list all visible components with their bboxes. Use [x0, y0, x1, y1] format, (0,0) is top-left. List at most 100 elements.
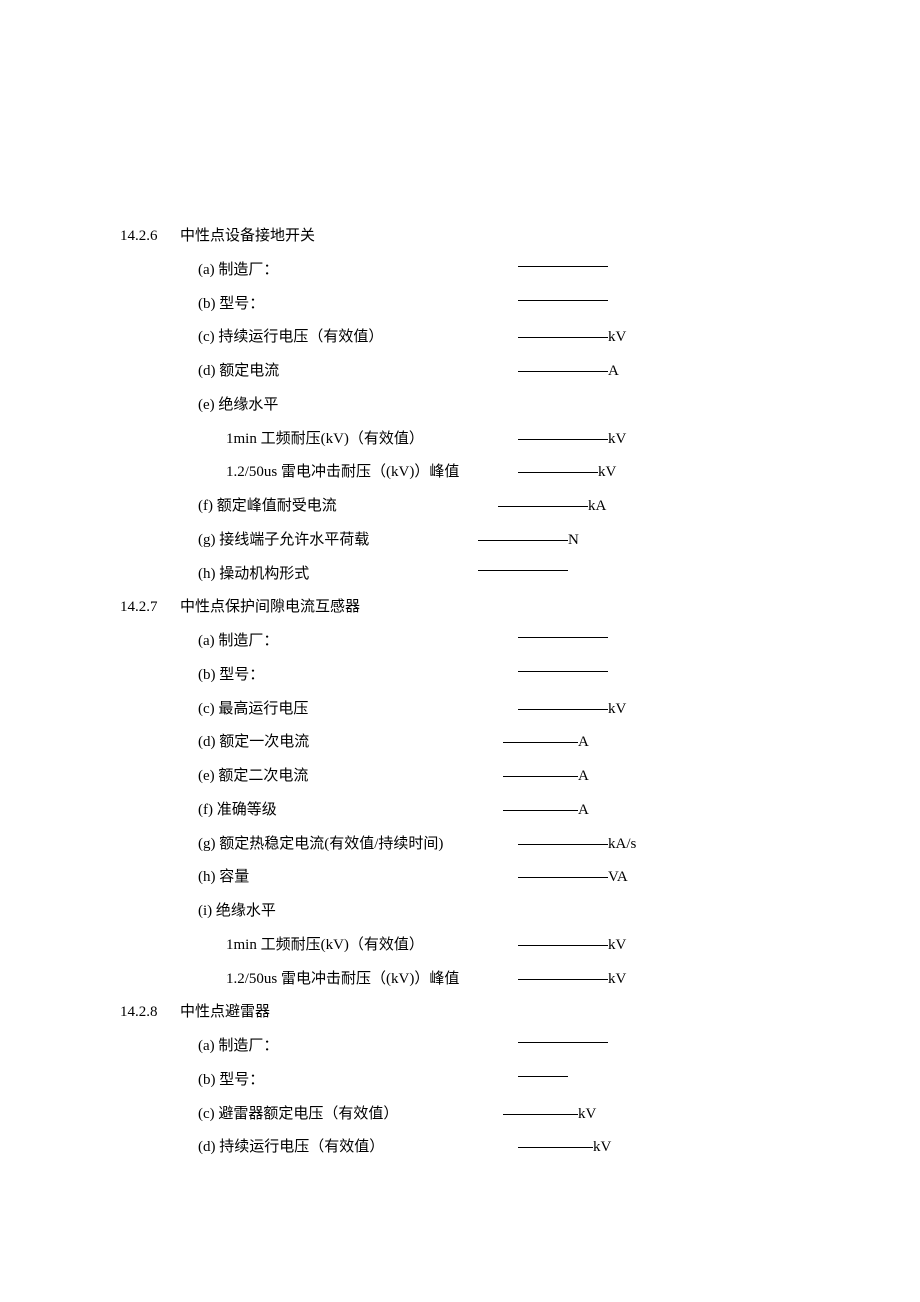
item-label: (a) 制造厂：: [198, 625, 518, 659]
item-value: VA: [518, 861, 628, 895]
section-title: 中性点避雷器: [180, 996, 800, 1030]
item-label: (e) 绝缘水平: [198, 389, 518, 423]
blank-field: [518, 1061, 568, 1077]
sub-item-label: 1.2/50us 雷电冲击耐压（(kV)）峰值: [226, 456, 518, 490]
item-row: (f) 额定峰值耐受电流 kA: [120, 490, 800, 524]
blank-field: [518, 1027, 608, 1043]
section-number: 14.2.7: [120, 591, 180, 625]
item-row: (b) 型号：: [120, 659, 800, 693]
blank-field: [503, 761, 578, 777]
item-value: kA/s: [518, 828, 636, 862]
item-label: (f) 准确等级: [198, 794, 503, 828]
item-label: (c) 持续运行电压（有效值）: [198, 321, 518, 355]
item-value: kV: [518, 456, 616, 490]
item-value: kV: [518, 929, 626, 963]
item-row: (d) 额定一次电流 A: [120, 726, 800, 760]
item-value: kV: [518, 423, 626, 457]
item-row: (b) 型号：: [120, 1064, 800, 1098]
blank-field: [518, 424, 608, 440]
item-label: (e) 额定二次电流: [198, 760, 503, 794]
item-value: kV: [518, 963, 626, 997]
item-value: A: [518, 355, 619, 389]
item-value: [518, 288, 608, 322]
blank-field: [518, 862, 608, 878]
item-value: kV: [518, 693, 626, 727]
section-header: 14.2.7 中性点保护间隙电流互感器: [120, 591, 800, 625]
item-value: [518, 625, 608, 659]
section-number: 14.2.6: [120, 220, 180, 254]
item-row: (c) 避雷器额定电压（有效值） kV: [120, 1098, 800, 1132]
item-row: (e) 额定二次电流 A: [120, 760, 800, 794]
item-value: A: [503, 760, 589, 794]
item-value: kV: [503, 1098, 596, 1132]
blank-field: [478, 555, 568, 571]
item-label: (c) 最高运行电压: [198, 693, 518, 727]
blank-field: [518, 930, 608, 946]
section-number: 14.2.8: [120, 996, 180, 1030]
blank-field: [518, 964, 608, 980]
item-label: (g) 接线端子允许水平荷载: [198, 524, 478, 558]
item-row: (e) 绝缘水平: [120, 389, 800, 423]
item-value: A: [503, 794, 589, 828]
item-value: [518, 254, 608, 288]
item-label: (b) 型号：: [198, 659, 518, 693]
blank-field: [503, 795, 578, 811]
sub-item-label: 1.2/50us 雷电冲击耐压（(kV)）峰值: [226, 963, 518, 997]
item-value: kA: [498, 490, 606, 524]
blank-field: [518, 251, 608, 267]
item-row: (c) 最高运行电压 kV: [120, 693, 800, 727]
sub-item-label: 1min 工频耐压(kV)（有效值）: [226, 423, 518, 457]
item-row: (b) 型号：: [120, 288, 800, 322]
item-value: [518, 659, 608, 693]
section-header: 14.2.6 中性点设备接地开关: [120, 220, 800, 254]
item-row: (a) 制造厂：: [120, 254, 800, 288]
item-row: (h) 操动机构形式: [120, 558, 800, 592]
item-label: (f) 额定峰值耐受电流: [198, 490, 498, 524]
item-row: (g) 额定热稳定电流(有效值/持续时间) kA/s: [120, 828, 800, 862]
item-label: (d) 额定一次电流: [198, 726, 503, 760]
blank-field: [478, 525, 568, 541]
item-label: (a) 制造厂：: [198, 1030, 518, 1064]
blank-field: [518, 622, 608, 638]
item-label: (i) 绝缘水平: [198, 895, 518, 929]
blank-field: [518, 1132, 593, 1148]
item-value: [478, 558, 568, 592]
item-label: (b) 型号：: [198, 288, 518, 322]
item-value: kV: [518, 321, 626, 355]
item-row: (a) 制造厂：: [120, 1030, 800, 1064]
item-value: [518, 1030, 608, 1064]
item-label: (b) 型号：: [198, 1064, 518, 1098]
blank-field: [518, 322, 608, 338]
section-title: 中性点设备接地开关: [180, 220, 800, 254]
blank-field: [518, 457, 598, 473]
item-label: (h) 操动机构形式: [198, 558, 478, 592]
sub-item-row: 1min 工频耐压(kV)（有效值） kV: [120, 423, 800, 457]
item-label: (c) 避雷器额定电压（有效值）: [198, 1098, 503, 1132]
item-label: (g) 额定热稳定电流(有效值/持续时间): [198, 828, 518, 862]
section-title: 中性点保护间隙电流互感器: [180, 591, 800, 625]
item-row: (d) 持续运行电压（有效值） kV: [120, 1131, 800, 1165]
item-value: N: [478, 524, 579, 558]
sub-item-row: 1.2/50us 雷电冲击耐压（(kV)）峰值 kV: [120, 963, 800, 997]
blank-field: [498, 491, 588, 507]
item-label: (a) 制造厂：: [198, 254, 518, 288]
blank-field: [518, 356, 608, 372]
item-row: (i) 绝缘水平: [120, 895, 800, 929]
item-row: (d) 额定电流 A: [120, 355, 800, 389]
item-row: (c) 持续运行电压（有效值） kV: [120, 321, 800, 355]
blank-field: [518, 285, 608, 301]
blank-field: [518, 694, 608, 710]
item-label: (h) 容量: [198, 861, 518, 895]
item-label: (d) 额定电流: [198, 355, 518, 389]
item-row: (a) 制造厂：: [120, 625, 800, 659]
item-label: (d) 持续运行电压（有效值）: [198, 1131, 518, 1165]
section-header: 14.2.8 中性点避雷器: [120, 996, 800, 1030]
blank-field: [503, 727, 578, 743]
sub-item-row: 1min 工频耐压(kV)（有效值） kV: [120, 929, 800, 963]
document-content: 14.2.6 中性点设备接地开关 (a) 制造厂： (b) 型号： (c) 持续…: [120, 220, 800, 1165]
blank-field: [518, 829, 608, 845]
item-value: kV: [518, 1131, 611, 1165]
sub-item-row: 1.2/50us 雷电冲击耐压（(kV)）峰值 kV: [120, 456, 800, 490]
item-row: (f) 准确等级 A: [120, 794, 800, 828]
item-value: [518, 1064, 568, 1098]
